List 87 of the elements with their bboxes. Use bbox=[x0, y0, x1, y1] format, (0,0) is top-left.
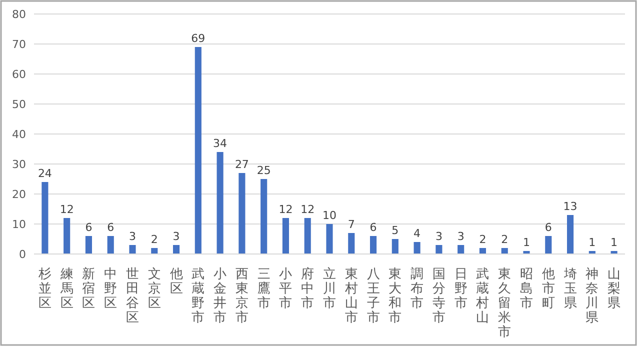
data-label: 6 bbox=[370, 221, 377, 234]
y-tick-label: 70 bbox=[12, 38, 26, 51]
x-tick-label: 東村山市 bbox=[344, 267, 358, 326]
bar bbox=[479, 248, 486, 254]
bar bbox=[260, 179, 268, 254]
data-label: 4 bbox=[414, 227, 421, 240]
bar bbox=[458, 245, 464, 254]
bar bbox=[107, 236, 114, 254]
data-label: 2 bbox=[501, 233, 508, 246]
data-label: 6 bbox=[107, 221, 114, 234]
x-tick-label: 世田谷区 bbox=[126, 267, 139, 326]
data-label: 7 bbox=[348, 218, 355, 231]
x-tick-label: 昭島市 bbox=[520, 267, 533, 311]
bar bbox=[566, 215, 574, 254]
data-label: 69 bbox=[191, 32, 206, 45]
x-tick-label: 埼玉県 bbox=[562, 267, 577, 311]
x-tick-label: 八王子市 bbox=[366, 267, 380, 326]
x-tick-label: 小平市 bbox=[279, 267, 292, 311]
y-tick-label: 40 bbox=[12, 128, 26, 141]
data-label: 3 bbox=[129, 230, 136, 243]
x-tick-label: 練馬区 bbox=[59, 267, 74, 311]
data-label: 13 bbox=[563, 200, 578, 213]
bar bbox=[436, 245, 442, 254]
y-tick-label: 50 bbox=[12, 98, 26, 111]
data-label: 25 bbox=[256, 164, 271, 177]
bar bbox=[370, 236, 377, 254]
x-tick-label: 武蔵村山 bbox=[475, 267, 490, 326]
y-tick-label: 30 bbox=[12, 158, 26, 171]
x-tick-label: 他区 bbox=[170, 267, 183, 296]
x-tick-label: 小金井市 bbox=[214, 267, 227, 326]
x-tick-label: 東大和市 bbox=[388, 267, 402, 326]
data-label: 24 bbox=[38, 167, 52, 180]
x-tick-label: 文京区 bbox=[148, 267, 161, 311]
x-tick-label: 調布市 bbox=[410, 267, 424, 311]
data-label: 10 bbox=[322, 209, 336, 222]
x-tick-label: 立川市 bbox=[323, 266, 336, 311]
x-tick-label: 他市町 bbox=[542, 267, 555, 311]
data-label: 2 bbox=[479, 233, 486, 246]
bar bbox=[85, 236, 92, 254]
bar bbox=[216, 152, 224, 254]
bar bbox=[501, 248, 508, 254]
bar bbox=[414, 242, 420, 254]
x-tick-label: 国分寺市 bbox=[432, 267, 446, 326]
data-label: 1 bbox=[588, 236, 596, 249]
data-label: 3 bbox=[457, 230, 464, 243]
x-tick-label: 中野区 bbox=[104, 267, 118, 311]
bar bbox=[392, 239, 398, 254]
data-label: 3 bbox=[435, 230, 442, 243]
bar bbox=[42, 182, 48, 254]
bar bbox=[151, 248, 158, 254]
x-tick-label: 府中市 bbox=[301, 266, 314, 311]
bar bbox=[172, 245, 180, 254]
bar bbox=[238, 173, 246, 254]
data-label: 12 bbox=[60, 203, 74, 216]
x-tick-label: 武蔵野市 bbox=[192, 267, 205, 326]
data-label: 6 bbox=[544, 221, 552, 234]
x-tick-label: 山梨県 bbox=[608, 267, 621, 311]
bar bbox=[64, 218, 70, 254]
x-tick-label: 杉並区 bbox=[37, 267, 52, 311]
bar bbox=[304, 218, 311, 254]
x-tick-label: 日野市 bbox=[454, 267, 468, 311]
bar bbox=[194, 47, 202, 254]
y-tick-label: 20 bbox=[12, 188, 26, 201]
bar bbox=[326, 224, 333, 254]
x-tick-label: 三鷹市 bbox=[257, 267, 270, 311]
y-tick-label: 10 bbox=[12, 218, 26, 231]
y-tick-label: 0 bbox=[19, 248, 26, 261]
data-label: 2 bbox=[150, 233, 158, 246]
x-tick-label: 新宿区 bbox=[82, 267, 96, 311]
x-tick-label: 西東京市 bbox=[235, 267, 248, 326]
bar bbox=[282, 218, 290, 254]
data-label: 6 bbox=[85, 221, 92, 234]
data-label: 1 bbox=[610, 236, 618, 249]
data-label: 12 bbox=[300, 203, 315, 216]
data-label: 12 bbox=[278, 203, 293, 216]
bar bbox=[545, 236, 552, 254]
x-tick-label: 東久留米市 bbox=[498, 267, 512, 340]
data-label: 3 bbox=[172, 230, 180, 243]
bar bbox=[129, 245, 136, 254]
data-label: 34 bbox=[213, 137, 228, 150]
y-tick-label: 60 bbox=[12, 68, 26, 81]
data-label: 27 bbox=[234, 158, 249, 171]
x-tick-label: 神奈川県 bbox=[586, 267, 599, 326]
bar bbox=[348, 233, 355, 254]
data-label: 5 bbox=[392, 224, 399, 237]
data-label: 1 bbox=[523, 236, 530, 249]
y-tick-label: 80 bbox=[12, 8, 26, 21]
